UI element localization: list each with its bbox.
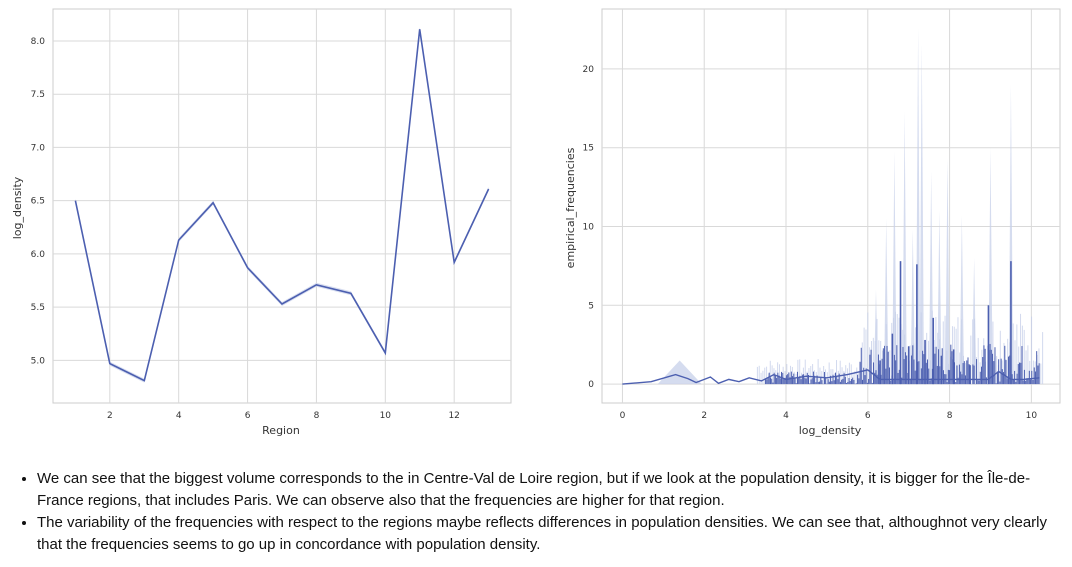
y-tick-label: 5.0 (31, 356, 46, 366)
y-tick-label: 15 (583, 144, 594, 154)
x-tick-label: 10 (380, 411, 392, 421)
x-tick-label: 2 (701, 411, 707, 421)
y-tick-label: 10 (583, 222, 595, 232)
y-tick-labels: 5.0 5.5 6.0 6.5 7.0 7.5 8.0 (31, 37, 46, 366)
x-tick-label: 6 (245, 411, 251, 421)
y-tick-labels: 0 5 10 15 20 (583, 65, 595, 390)
band-peak (945, 158, 950, 385)
region-log-density-chart: 2 4 6 8 10 12 5.0 5.5 6.0 6.5 7.0 7.5 8.0 Region lo… (11, 8, 512, 437)
y-tick-label: 20 (583, 65, 595, 75)
note-item: We can see that the biggest volume corre… (37, 468, 1058, 512)
note-item: The variability of the frequencies with … (37, 512, 1058, 556)
grid-lines (53, 9, 511, 403)
y-tick-label: 7.0 (31, 143, 46, 153)
y-tick-label: 6.5 (31, 197, 45, 207)
y-tick-label: 5 (588, 301, 594, 311)
band-peak (884, 218, 889, 385)
x-tick-label: 12 (448, 411, 459, 421)
data-points (622, 261, 1040, 385)
x-tick-label: 6 (865, 411, 871, 421)
x-axis-label: Region (262, 424, 300, 437)
band-peak (988, 147, 993, 385)
x-tick-label: 8 (947, 411, 953, 421)
y-tick-label: 5.5 (31, 303, 45, 313)
notes-list: We can see that the biggest volume corre… (0, 468, 1072, 556)
y-tick-label: 7.5 (31, 90, 45, 100)
x-tick-label: 10 (1026, 411, 1038, 421)
x-tick-labels: 0 2 4 6 8 10 (620, 411, 1038, 421)
y-tick-label: 8.0 (31, 37, 46, 47)
x-tick-label: 8 (314, 411, 320, 421)
x-tick-label: 4 (176, 411, 182, 421)
band-peak (937, 210, 942, 385)
band-peak (919, 43, 924, 385)
plot-area (601, 8, 1061, 404)
band-peak (959, 215, 965, 385)
x-tick-labels: 2 4 6 8 10 12 (107, 411, 460, 421)
x-tick-label: 2 (107, 411, 113, 421)
x-tick-label: 0 (620, 411, 626, 421)
data-points (75, 29, 489, 381)
plot-area (52, 8, 512, 404)
x-tick-label: 4 (783, 411, 789, 421)
y-tick-label: 0 (588, 380, 594, 390)
frequency-vs-density-chart: 0 2 4 6 8 10 0 5 10 15 20 log_density empirical_f… (564, 8, 1061, 437)
frequency-line (622, 369, 1040, 385)
charts-canvas: 2 4 6 8 10 12 5.0 5.5 6.0 6.5 7.0 7.5 8.0 Region lo… (11, 8, 1061, 437)
band-peak (657, 360, 702, 385)
y-tick-label: 6.0 (31, 250, 46, 260)
x-axis-label: log_density (799, 424, 862, 437)
band-peak (902, 111, 907, 385)
y-axis-label: empirical_frequencies (564, 147, 577, 268)
y-axis-label: log_density (11, 176, 24, 239)
band-peak (1008, 84, 1014, 385)
